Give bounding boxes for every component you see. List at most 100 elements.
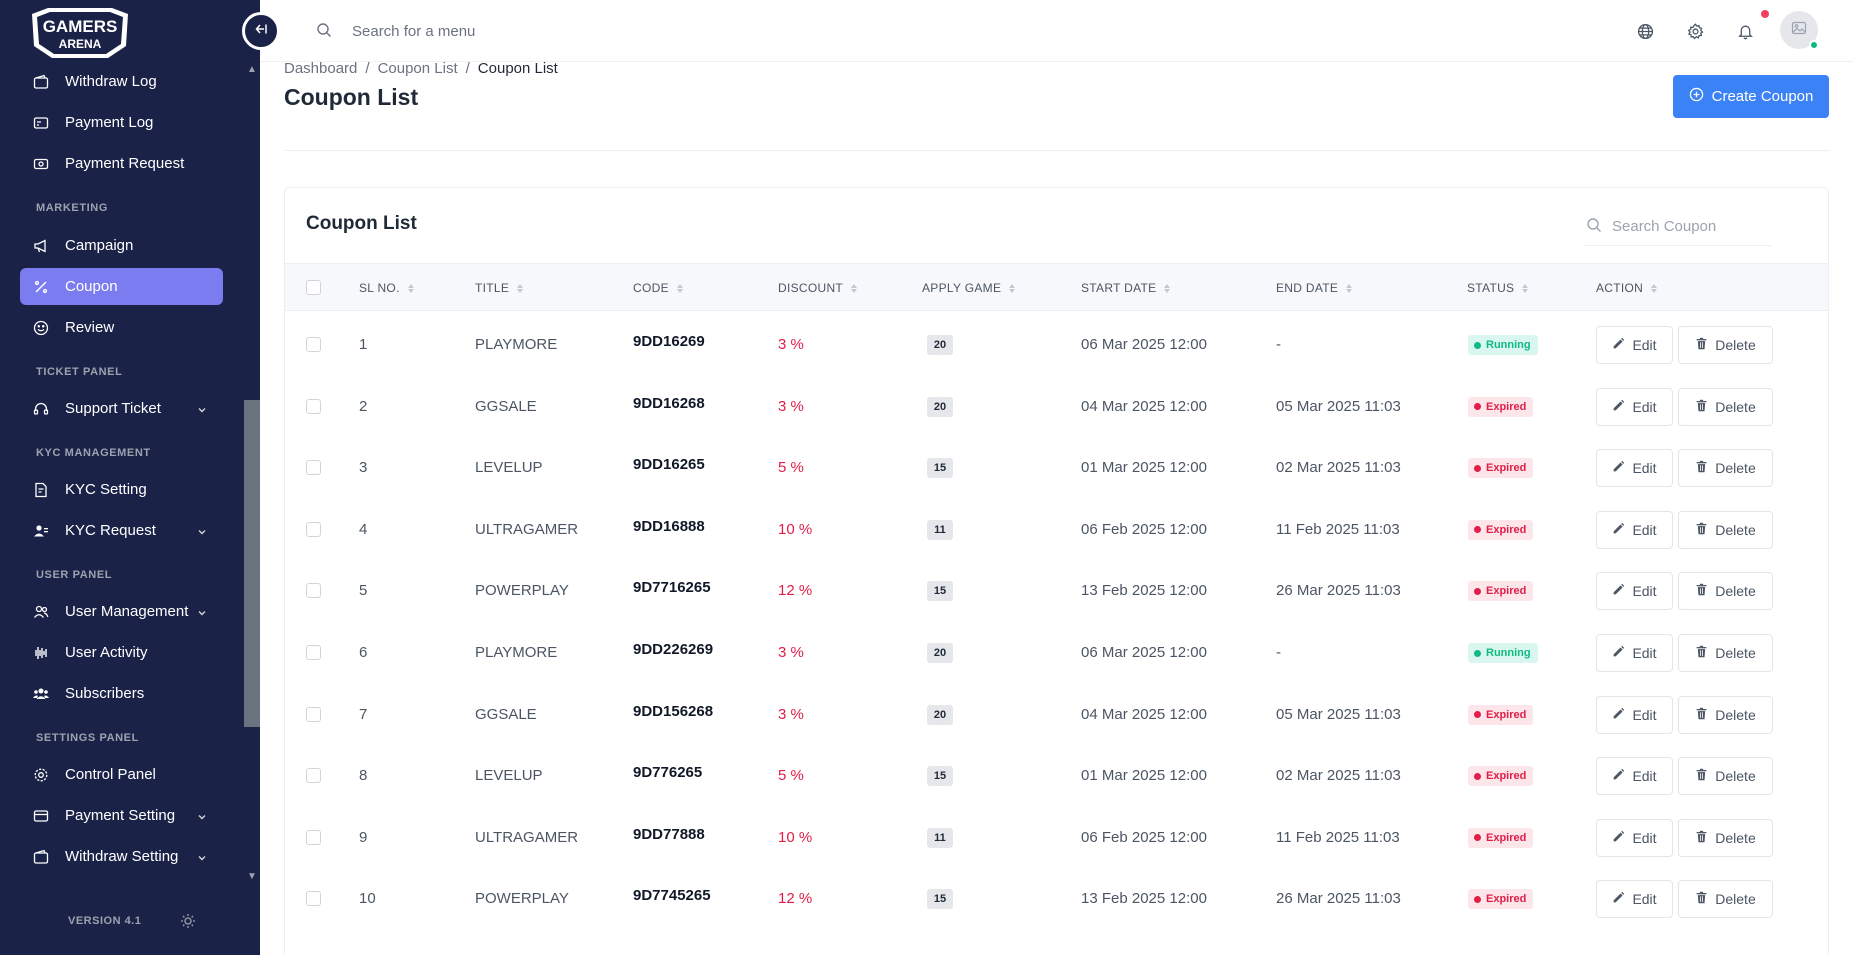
sun-icon[interactable] [180, 913, 196, 934]
sidebar-item-withdraw-setting[interactable]: Withdraw Setting [20, 838, 223, 875]
edit-button[interactable]: Edit [1596, 695, 1673, 734]
edit-button[interactable]: Edit [1596, 326, 1673, 364]
column-label: ACTION [1596, 281, 1644, 295]
smile-icon [32, 319, 50, 337]
sidebar-item-user-management[interactable]: User Management [20, 593, 223, 630]
sidebar-item-coupon[interactable]: Coupon [20, 268, 223, 305]
edit-button[interactable]: Edit [1596, 880, 1673, 919]
create-coupon-button[interactable]: Create Coupon [1673, 75, 1829, 118]
column-header-apply-game[interactable]: APPLY GAME [922, 281, 1016, 295]
delete-button[interactable]: Delete [1678, 757, 1773, 796]
status-dot [1474, 711, 1481, 719]
status-dot [1474, 464, 1481, 472]
sidebar-scrollbar[interactable]: ▲ ▼ [243, 60, 260, 885]
sidebar-menu: Withdraw Log Payment Log Payment Request… [0, 60, 243, 885]
page-title: Coupon List [284, 84, 419, 110]
column-header-start-date[interactable]: START DATE [1081, 281, 1171, 295]
cell-discount: 5 % [778, 767, 804, 785]
cell-end-date: - [1276, 644, 1281, 661]
column-header-code[interactable]: CODE [633, 281, 683, 295]
cell-title: GGSALE [475, 397, 537, 415]
sidebar-item-payment-setting[interactable]: Payment Setting [20, 797, 223, 834]
column-label: CODE [633, 281, 669, 295]
cell-sl: 9 [359, 828, 368, 846]
delete-button[interactable]: Delete [1678, 326, 1773, 364]
select-all-checkbox[interactable] [306, 280, 321, 295]
section-label-user-panel: USER PANEL [36, 569, 113, 581]
bell-icon[interactable] [1735, 21, 1755, 41]
column-header-action[interactable]: ACTION [1596, 281, 1658, 295]
row-checkbox[interactable] [306, 337, 321, 352]
sidebar-item-label: User Management [65, 603, 189, 620]
sidebar-item-kyc-request[interactable]: KYC Request [20, 512, 223, 549]
delete-button[interactable]: Delete [1678, 695, 1773, 734]
delete-label: Delete [1715, 768, 1756, 785]
globe-icon[interactable] [1635, 21, 1655, 41]
cell-code: 9DD156268 [633, 702, 714, 720]
menu-search-input[interactable] [352, 18, 752, 44]
sidebar-item-payment-request[interactable]: Payment Request [20, 145, 223, 182]
collapse-sidebar-button[interactable] [242, 12, 280, 50]
cell-end-date: 02 Mar 2025 11:03 [1276, 459, 1401, 477]
edit-button[interactable]: Edit [1596, 572, 1673, 611]
plus-circle-icon [1689, 87, 1704, 106]
sidebar-item-user-activity[interactable]: User Activity [20, 634, 223, 671]
column-header-status[interactable]: STATUS [1467, 281, 1529, 295]
scroll-down-arrow-icon[interactable]: ▼ [247, 871, 257, 882]
scroll-up-arrow-icon[interactable]: ▲ [247, 64, 257, 75]
sidebar-item-review[interactable]: Review [20, 309, 223, 346]
row-checkbox[interactable] [306, 891, 321, 907]
column-label: START DATE [1081, 281, 1157, 295]
row-checkbox[interactable] [306, 768, 321, 784]
row-checkbox[interactable] [306, 645, 321, 660]
table-row: 2 GGSALE 9DD16268 3 % 20 04 Mar 2025 12:00 05 … [285, 376, 1828, 437]
sidebar-item-label: Payment Request [65, 155, 185, 172]
sidebar-item-support-ticket[interactable]: Support Ticket [20, 390, 223, 427]
delete-label: Delete [1715, 829, 1756, 846]
chevron-down-icon [197, 402, 207, 419]
delete-button[interactable]: Delete [1678, 449, 1773, 488]
column-header-sl[interactable]: SL NO. [359, 281, 414, 295]
row-checkbox[interactable] [306, 398, 321, 414]
delete-button[interactable]: Delete [1678, 387, 1773, 426]
row-checkbox[interactable] [306, 460, 321, 476]
breadcrumb-dashboard[interactable]: Dashboard [284, 60, 358, 77]
edit-button[interactable]: Edit [1596, 387, 1673, 426]
sidebar-item-control-panel[interactable]: Control Panel [20, 756, 223, 793]
edit-button[interactable]: Edit [1596, 757, 1673, 796]
edit-button[interactable]: Edit [1596, 449, 1673, 488]
delete-button[interactable]: Delete [1678, 818, 1773, 857]
column-header-title[interactable]: TITLE [475, 281, 524, 295]
sidebar-item-campaign[interactable]: Campaign [20, 227, 223, 264]
edit-label: Edit [1632, 521, 1657, 538]
sidebar-item-kyc-setting[interactable]: KYC Setting [20, 471, 223, 508]
row-checkbox[interactable] [306, 829, 321, 845]
delete-label: Delete [1715, 706, 1756, 723]
delete-button[interactable]: Delete [1678, 572, 1773, 611]
brand-logo[interactable]: GAMERS ARENA [28, 6, 132, 62]
coupon-search-input[interactable] [1584, 208, 1772, 246]
column-header-end-date[interactable]: END DATE [1276, 281, 1353, 295]
row-checkbox[interactable] [306, 583, 321, 599]
sidebar-item-payment-log[interactable]: Payment Log [20, 104, 223, 141]
section-label-marketing: MARKETING [36, 202, 109, 214]
row-checkbox[interactable] [306, 706, 321, 722]
edit-button[interactable]: Edit [1596, 634, 1673, 672]
delete-button[interactable]: Delete [1678, 510, 1773, 549]
sort-icon [1346, 283, 1353, 293]
gear-icon[interactable] [1685, 21, 1705, 41]
scrollbar-thumb[interactable] [244, 400, 260, 727]
breadcrumb-coupon-list[interactable]: Coupon List [377, 60, 458, 77]
edit-button[interactable]: Edit [1596, 510, 1673, 549]
sidebar-item-withdraw-log[interactable]: Withdraw Log [20, 63, 223, 100]
cell-sl: 1 [359, 336, 368, 353]
sidebar-item-subscribers[interactable]: Subscribers [20, 675, 223, 712]
trash-icon [1695, 707, 1708, 723]
column-header-discount[interactable]: DISCOUNT [778, 281, 858, 295]
delete-button[interactable]: Delete [1678, 634, 1773, 672]
pencil-icon [1612, 460, 1625, 476]
row-checkbox[interactable] [306, 521, 321, 537]
status-badge: Expired [1468, 827, 1534, 848]
delete-button[interactable]: Delete [1678, 880, 1773, 919]
edit-button[interactable]: Edit [1596, 818, 1673, 857]
